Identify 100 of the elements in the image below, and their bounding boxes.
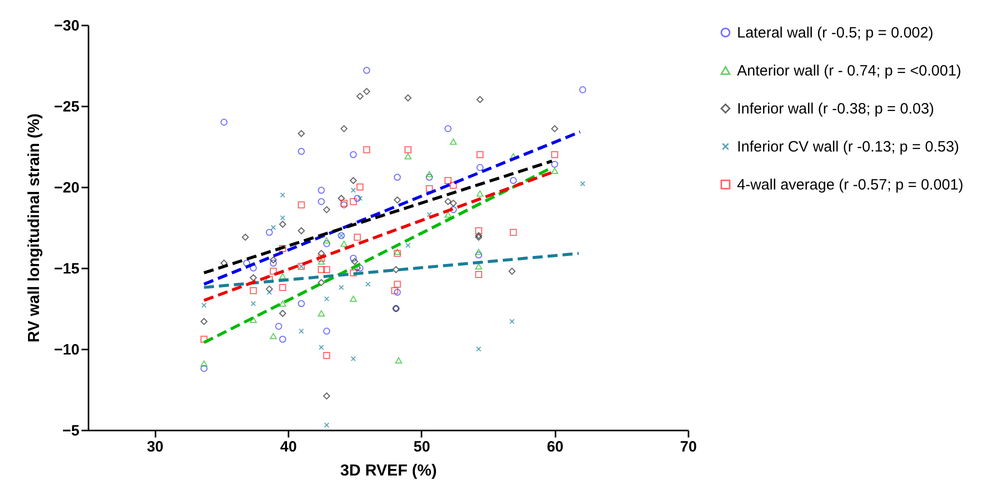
point: [350, 188, 356, 193]
point: [404, 94, 412, 102]
point: [323, 328, 330, 335]
point: [476, 190, 484, 197]
point: [323, 266, 330, 274]
legend-label: Anterior wall (r - 0.74; p = <0.001): [737, 62, 962, 80]
point: [551, 151, 558, 158]
x-axis-title: 3D RVEF (%): [340, 462, 437, 480]
y-tick-label: −5: [62, 422, 80, 440]
point: [279, 245, 286, 252]
point: [318, 279, 325, 286]
point: [323, 237, 330, 244]
point: [426, 174, 433, 181]
point: [270, 268, 277, 275]
point: [356, 92, 364, 100]
point: [250, 301, 256, 306]
point: [200, 360, 208, 367]
point: [338, 284, 344, 290]
point: [476, 151, 484, 158]
point: [318, 198, 325, 206]
point: [200, 364, 208, 372]
point: [250, 264, 257, 272]
point: [450, 138, 457, 145]
point: [323, 352, 330, 359]
point: [201, 302, 207, 308]
point: [394, 174, 401, 181]
point: [250, 287, 257, 294]
point: [318, 344, 324, 350]
x-tick-label: 30: [146, 438, 164, 456]
point: [510, 177, 517, 184]
point: [363, 88, 370, 95]
point: [220, 118, 228, 126]
x-tick-label: 50: [413, 438, 430, 456]
point: [476, 96, 484, 104]
point: [275, 322, 282, 330]
point: [270, 224, 276, 230]
point: [365, 282, 371, 287]
y-tick-label: −15: [54, 260, 80, 278]
point: [476, 164, 484, 172]
point: [318, 254, 325, 262]
point: [318, 258, 325, 265]
point: [580, 181, 586, 186]
point: [279, 300, 286, 307]
point: [551, 168, 558, 174]
point: [270, 256, 277, 264]
point: [551, 125, 558, 132]
point: [266, 228, 273, 236]
point: [404, 146, 412, 154]
point: [350, 177, 357, 184]
point: [363, 146, 370, 154]
y-axis-title: RV wall longitudinal strain (%): [26, 113, 44, 343]
point: [444, 211, 452, 218]
point: [444, 198, 452, 206]
point: [318, 186, 325, 194]
point: [200, 318, 208, 325]
point: [391, 287, 398, 294]
point: [475, 227, 482, 234]
point: [298, 201, 305, 208]
point: [426, 212, 432, 218]
point: [323, 240, 330, 248]
legend-label: Inferior CV wall (r -0.13; p = 0.53): [737, 138, 960, 156]
x-tick-label: 70: [680, 438, 697, 456]
point: [298, 300, 305, 308]
point: [270, 260, 277, 267]
point: [357, 196, 363, 201]
point: [426, 185, 433, 192]
point: [444, 177, 452, 184]
point: [200, 336, 208, 343]
point: [298, 328, 304, 334]
point: [279, 310, 286, 317]
point: [280, 192, 286, 198]
point: [298, 148, 305, 155]
point: [351, 258, 358, 266]
x-tick-label: 40: [280, 438, 297, 456]
point: [279, 220, 286, 228]
point: [340, 240, 348, 247]
point: [250, 316, 257, 323]
point: [350, 198, 357, 206]
point: [280, 215, 286, 220]
point: [350, 296, 357, 302]
point: [279, 336, 286, 343]
point: [356, 264, 364, 272]
point: [340, 125, 348, 132]
point: [475, 270, 482, 278]
point: [279, 273, 286, 280]
point: [318, 250, 325, 257]
point: [394, 280, 401, 288]
point: [475, 248, 482, 255]
point: [324, 296, 330, 302]
point: [298, 227, 305, 234]
point: [475, 252, 482, 259]
point: [510, 228, 517, 236]
point: [395, 357, 402, 364]
point: [338, 194, 345, 202]
point: [509, 318, 515, 324]
point: [323, 392, 330, 400]
point: [266, 290, 272, 295]
y-tick-label: −25: [54, 98, 80, 116]
point: [318, 310, 325, 316]
point: [250, 274, 257, 282]
